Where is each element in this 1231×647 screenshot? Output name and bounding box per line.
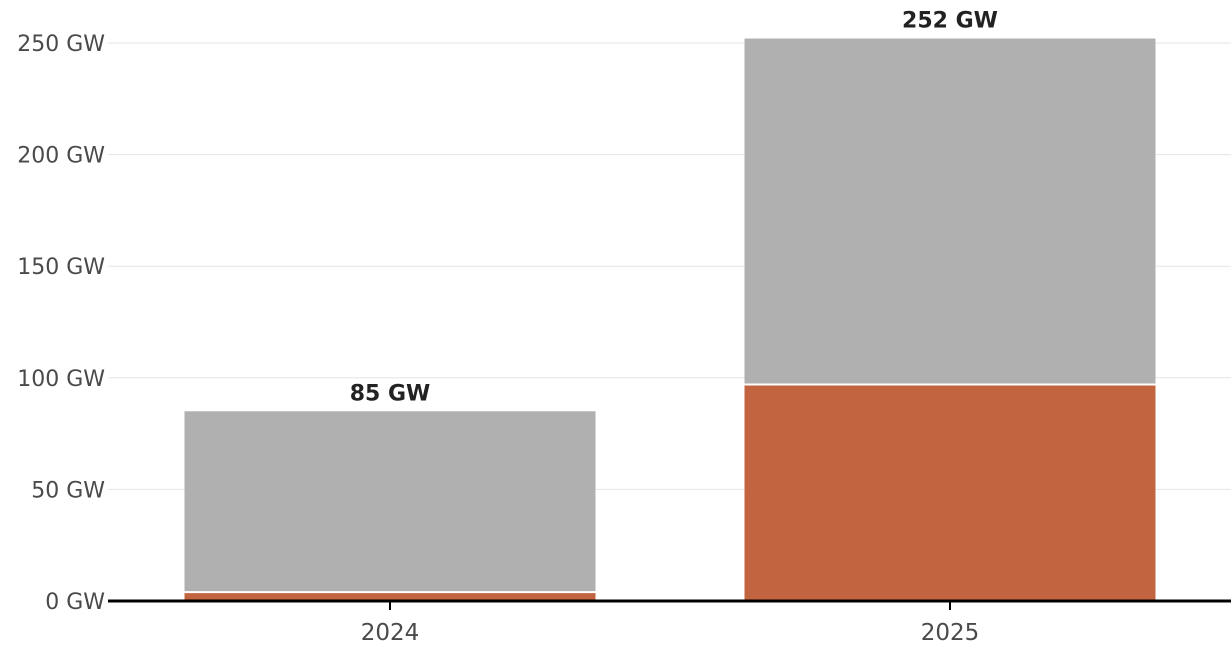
bar-segment-2025-series-2 [744, 38, 1156, 385]
y-tick-label: 250 GW [17, 32, 105, 57]
total-labels: 85 GW 252 GW [350, 9, 998, 407]
x-tick-label-2024: 2024 [361, 620, 420, 646]
bar-segment-2025-series-1 [744, 384, 1156, 601]
bar-segment-2024-series-2 [184, 411, 596, 593]
y-tick-label: 100 GW [17, 367, 105, 392]
x-tick-label-2025: 2025 [921, 620, 980, 646]
bars [184, 38, 1156, 601]
bar-segment-2024-series-1 [184, 592, 596, 601]
y-tick-label: 150 GW [17, 255, 105, 280]
y-tick-label: 200 GW [17, 144, 105, 169]
y-tick-label: 0 GW [45, 590, 105, 615]
y-axis-ticks: 0 GW 50 GW 100 GW 150 GW 200 GW 250 GW [17, 32, 105, 615]
total-label-2025: 252 GW [902, 9, 998, 34]
total-label-2024: 85 GW [350, 381, 431, 406]
x-axis-ticks: 2024 2025 [361, 601, 980, 646]
y-tick-label: 50 GW [31, 478, 105, 503]
